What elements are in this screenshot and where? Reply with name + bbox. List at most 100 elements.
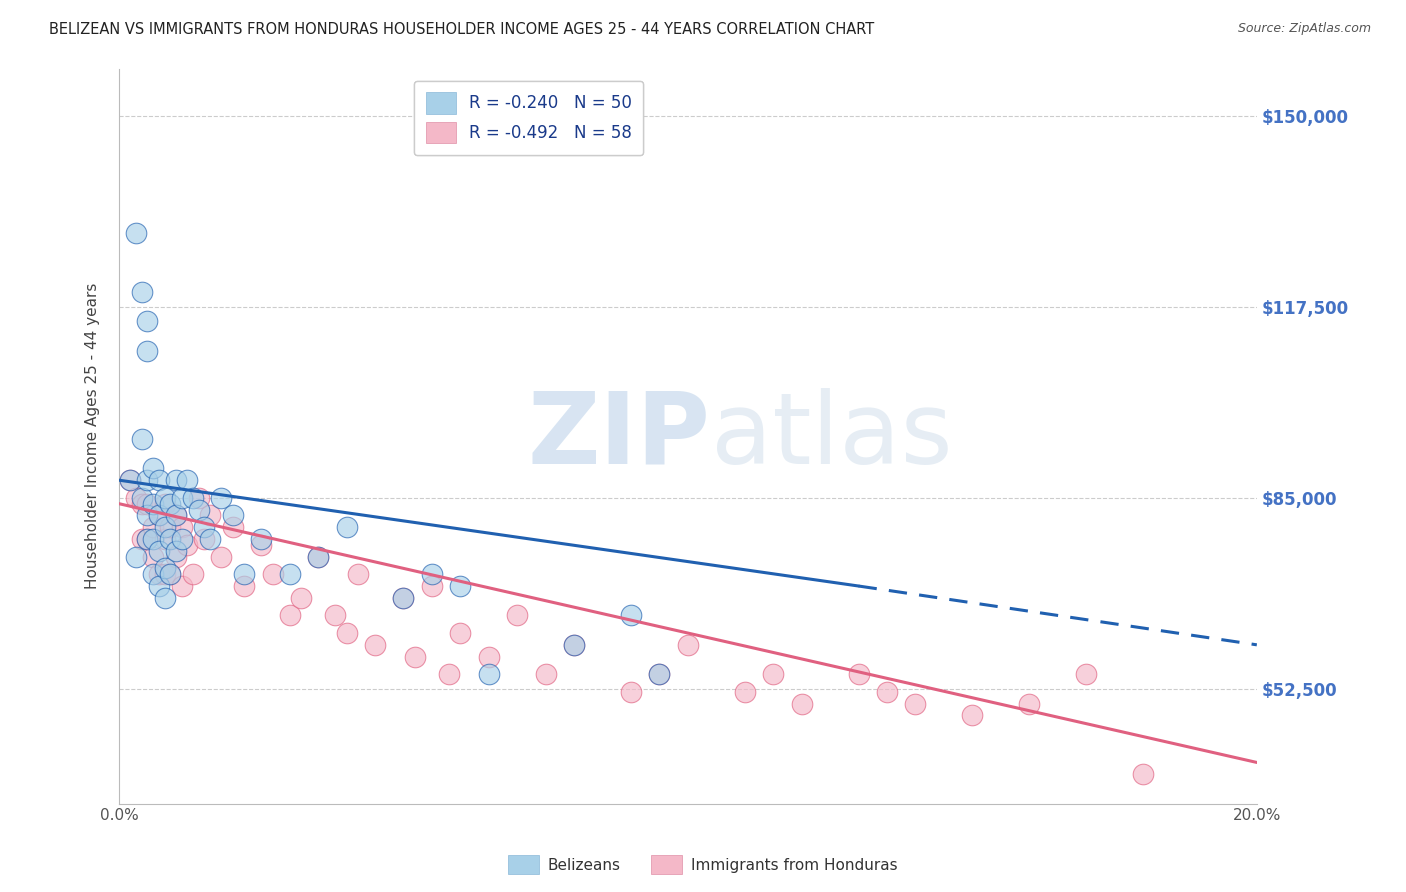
Point [449,579,471,593]
Point [278,608,301,623]
Point [142,520,165,534]
Point [392,591,415,605]
Point [181,567,204,582]
Point [136,473,159,487]
Point [142,461,165,475]
Point [222,508,245,523]
Point [211,549,233,564]
Point [136,508,159,523]
Point [142,567,165,582]
Y-axis label: Householder Income Ages 25 - 44 years: Householder Income Ages 25 - 44 years [86,283,100,590]
Point [131,532,153,546]
Point [198,508,221,523]
Point [904,697,927,711]
Point [131,497,153,511]
Point [153,497,176,511]
Point [676,638,699,652]
Point [290,591,312,605]
Point [142,532,165,546]
Point [136,497,159,511]
Point [136,314,159,328]
Point [762,667,785,681]
Point [176,473,198,487]
Point [250,532,273,546]
Text: atlas: atlas [710,387,952,484]
Point [159,497,181,511]
Point [336,626,359,640]
Point [148,543,170,558]
Point [165,508,187,523]
Point [142,497,165,511]
Point [187,491,209,505]
Point [165,549,187,564]
Point [404,649,426,664]
Text: ZIP: ZIP [527,387,710,484]
Point [347,567,370,582]
Point [159,567,181,582]
Point [449,626,471,640]
Point [962,708,984,723]
Point [153,520,176,534]
Point [364,638,387,652]
Point [148,567,170,582]
Point [233,567,256,582]
Point [1076,667,1098,681]
Point [193,520,215,534]
Point [278,567,301,582]
Point [131,285,153,299]
Point [159,532,181,546]
Point [125,491,148,505]
Point [534,667,557,681]
Point [136,532,159,546]
Point [198,532,221,546]
Point [336,520,359,534]
Point [233,579,256,593]
Point [148,579,170,593]
Point [187,502,209,516]
Point [125,549,148,564]
Point [159,567,181,582]
Point [131,491,153,505]
Point [120,473,142,487]
Point [148,508,170,523]
Point [170,532,193,546]
Point [562,638,585,652]
Point [148,473,170,487]
Point [323,608,346,623]
Point [165,473,187,487]
Point [136,343,159,358]
Point [478,649,501,664]
Point [876,685,898,699]
Point [420,579,443,593]
Point [790,697,813,711]
Point [307,549,329,564]
Point [193,532,215,546]
Point [420,567,443,582]
Point [142,549,165,564]
Point [148,508,170,523]
Point [648,667,671,681]
Legend: Belizeans, Immigrants from Honduras: Belizeans, Immigrants from Honduras [502,849,904,880]
Point [170,520,193,534]
Text: Source: ZipAtlas.com: Source: ZipAtlas.com [1237,22,1371,36]
Point [620,685,643,699]
Point [262,567,284,582]
Point [153,491,176,505]
Point [620,608,643,623]
Point [153,567,176,582]
Point [222,520,245,534]
Point [848,667,870,681]
Text: BELIZEAN VS IMMIGRANTS FROM HONDURAS HOUSEHOLDER INCOME AGES 25 - 44 YEARS CORRE: BELIZEAN VS IMMIGRANTS FROM HONDURAS HOU… [49,22,875,37]
Point [159,520,181,534]
Point [437,667,460,681]
Point [1132,767,1154,781]
Point [125,226,148,240]
Point [153,591,176,605]
Point [176,538,198,552]
Point [506,608,529,623]
Point [131,432,153,446]
Point [153,532,176,546]
Point [392,591,415,605]
Legend: R = -0.240   N = 50, R = -0.492   N = 58: R = -0.240 N = 50, R = -0.492 N = 58 [413,80,644,155]
Point [211,491,233,505]
